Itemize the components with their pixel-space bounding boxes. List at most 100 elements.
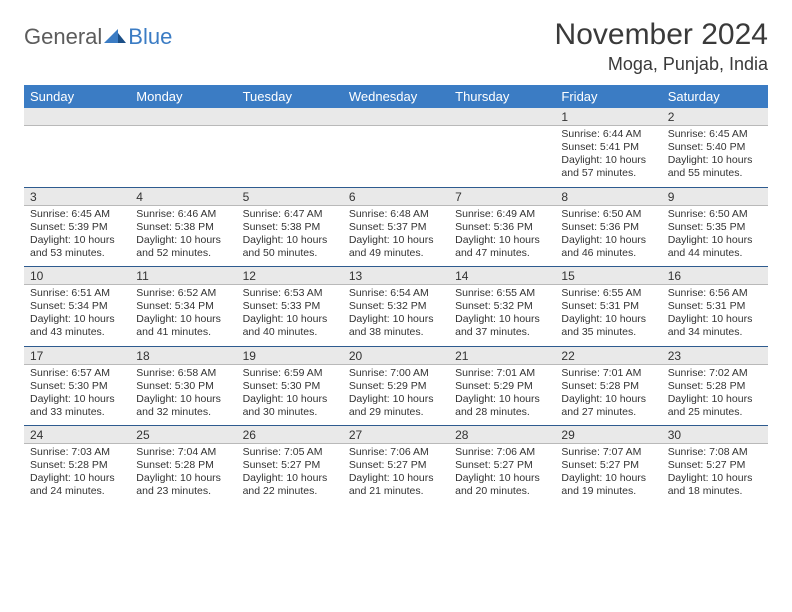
sunrise-line: Sunrise: 7:08 AM xyxy=(668,446,762,459)
date-number-row: 3456789 xyxy=(24,187,768,205)
sunset-line: Sunset: 5:41 PM xyxy=(561,141,655,154)
sunrise-line: Sunrise: 6:55 AM xyxy=(455,287,549,300)
date-number-cell: 29 xyxy=(555,426,661,444)
day-cell: Sunrise: 7:00 AMSunset: 5:29 PMDaylight:… xyxy=(343,364,449,425)
date-number-cell: 22 xyxy=(555,346,661,364)
daylight-line: Daylight: 10 hours and 24 minutes. xyxy=(30,472,124,498)
day-cell: Sunrise: 7:07 AMSunset: 5:27 PMDaylight:… xyxy=(555,444,661,505)
date-number-cell xyxy=(130,108,236,126)
sunset-line: Sunset: 5:28 PM xyxy=(668,380,762,393)
date-number-cell: 10 xyxy=(24,267,130,285)
daylight-line: Daylight: 10 hours and 23 minutes. xyxy=(136,472,230,498)
day-data-row: Sunrise: 6:44 AMSunset: 5:41 PMDaylight:… xyxy=(24,126,768,187)
sunrise-line: Sunrise: 7:06 AM xyxy=(455,446,549,459)
sunrise-line: Sunrise: 7:02 AM xyxy=(668,367,762,380)
date-number-cell: 30 xyxy=(662,426,768,444)
dow-header: Wednesday xyxy=(343,85,449,108)
daylight-line: Daylight: 10 hours and 34 minutes. xyxy=(668,313,762,339)
date-number-cell: 18 xyxy=(130,346,236,364)
sunset-line: Sunset: 5:27 PM xyxy=(455,459,549,472)
daylight-line: Daylight: 10 hours and 22 minutes. xyxy=(243,472,337,498)
day-data-row: Sunrise: 6:57 AMSunset: 5:30 PMDaylight:… xyxy=(24,364,768,425)
day-cell: Sunrise: 6:50 AMSunset: 5:36 PMDaylight:… xyxy=(555,205,661,266)
daylight-line: Daylight: 10 hours and 25 minutes. xyxy=(668,393,762,419)
dow-header: Sunday xyxy=(24,85,130,108)
daylight-line: Daylight: 10 hours and 57 minutes. xyxy=(561,154,655,180)
sunset-line: Sunset: 5:28 PM xyxy=(30,459,124,472)
sunrise-line: Sunrise: 7:05 AM xyxy=(243,446,337,459)
day-cell: Sunrise: 6:50 AMSunset: 5:35 PMDaylight:… xyxy=(662,205,768,266)
sunset-line: Sunset: 5:40 PM xyxy=(668,141,762,154)
day-cell: Sunrise: 7:08 AMSunset: 5:27 PMDaylight:… xyxy=(662,444,768,505)
sunrise-line: Sunrise: 6:47 AM xyxy=(243,208,337,221)
dow-header: Thursday xyxy=(449,85,555,108)
location-subtitle: Moga, Punjab, India xyxy=(555,54,768,75)
dow-header-row: Sunday Monday Tuesday Wednesday Thursday… xyxy=(24,85,768,108)
date-number-cell: 8 xyxy=(555,187,661,205)
day-cell: Sunrise: 6:51 AMSunset: 5:34 PMDaylight:… xyxy=(24,285,130,346)
daylight-line: Daylight: 10 hours and 52 minutes. xyxy=(136,234,230,260)
daylight-line: Daylight: 10 hours and 44 minutes. xyxy=(668,234,762,260)
date-number-row: 17181920212223 xyxy=(24,346,768,364)
sunset-line: Sunset: 5:39 PM xyxy=(30,221,124,234)
date-number-cell: 2 xyxy=(662,108,768,126)
sunrise-line: Sunrise: 6:59 AM xyxy=(243,367,337,380)
daylight-line: Daylight: 10 hours and 28 minutes. xyxy=(455,393,549,419)
sunset-line: Sunset: 5:27 PM xyxy=(243,459,337,472)
sunrise-line: Sunrise: 7:04 AM xyxy=(136,446,230,459)
date-number-cell: 11 xyxy=(130,267,236,285)
day-cell xyxy=(237,126,343,187)
date-number-cell: 17 xyxy=(24,346,130,364)
sunrise-line: Sunrise: 6:51 AM xyxy=(30,287,124,300)
date-number-cell: 23 xyxy=(662,346,768,364)
day-cell: Sunrise: 7:01 AMSunset: 5:28 PMDaylight:… xyxy=(555,364,661,425)
date-number-cell: 13 xyxy=(343,267,449,285)
sunset-line: Sunset: 5:28 PM xyxy=(561,380,655,393)
page-title: November 2024 xyxy=(555,18,768,52)
date-number-cell: 7 xyxy=(449,187,555,205)
brand-mark-icon xyxy=(104,27,126,48)
date-number-cell: 24 xyxy=(24,426,130,444)
brand-logo: General Blue xyxy=(24,18,172,50)
sunset-line: Sunset: 5:37 PM xyxy=(349,221,443,234)
sunrise-line: Sunrise: 6:56 AM xyxy=(668,287,762,300)
sunset-line: Sunset: 5:30 PM xyxy=(30,380,124,393)
date-number-cell: 20 xyxy=(343,346,449,364)
sunset-line: Sunset: 5:32 PM xyxy=(455,300,549,313)
date-number-cell: 27 xyxy=(343,426,449,444)
day-cell: Sunrise: 7:06 AMSunset: 5:27 PMDaylight:… xyxy=(449,444,555,505)
sunrise-line: Sunrise: 6:50 AM xyxy=(668,208,762,221)
day-cell: Sunrise: 7:01 AMSunset: 5:29 PMDaylight:… xyxy=(449,364,555,425)
date-number-cell xyxy=(237,108,343,126)
day-cell xyxy=(343,126,449,187)
date-number-cell xyxy=(343,108,449,126)
date-number-row: 10111213141516 xyxy=(24,267,768,285)
sunrise-line: Sunrise: 7:01 AM xyxy=(561,367,655,380)
day-cell: Sunrise: 7:03 AMSunset: 5:28 PMDaylight:… xyxy=(24,444,130,505)
day-cell: Sunrise: 6:53 AMSunset: 5:33 PMDaylight:… xyxy=(237,285,343,346)
sunset-line: Sunset: 5:33 PM xyxy=(243,300,337,313)
date-number-cell: 12 xyxy=(237,267,343,285)
day-cell: Sunrise: 6:58 AMSunset: 5:30 PMDaylight:… xyxy=(130,364,236,425)
sunset-line: Sunset: 5:35 PM xyxy=(668,221,762,234)
sunrise-line: Sunrise: 6:58 AM xyxy=(136,367,230,380)
day-cell: Sunrise: 7:02 AMSunset: 5:28 PMDaylight:… xyxy=(662,364,768,425)
sunset-line: Sunset: 5:34 PM xyxy=(136,300,230,313)
sunset-line: Sunset: 5:36 PM xyxy=(561,221,655,234)
day-cell xyxy=(130,126,236,187)
daylight-line: Daylight: 10 hours and 38 minutes. xyxy=(349,313,443,339)
day-cell: Sunrise: 6:49 AMSunset: 5:36 PMDaylight:… xyxy=(449,205,555,266)
day-data-row: Sunrise: 6:51 AM Sunset: 5:34 PM Daylight:… xyxy=(24,285,768,346)
sunset-line: Sunset: 5:38 PM xyxy=(136,221,230,234)
day-cell: Sunrise: 6:55 AMSunset: 5:32 PMDaylight:… xyxy=(449,285,555,346)
dow-header: Tuesday xyxy=(237,85,343,108)
sunset-line: Sunset: 5:31 PM xyxy=(561,300,655,313)
sunrise-line: Sunrise: 7:07 AM xyxy=(561,446,655,459)
day-cell: Sunrise: 6:55 AMSunset: 5:31 PMDaylight:… xyxy=(555,285,661,346)
sunrise-line: Sunrise: 7:00 AM xyxy=(349,367,443,380)
daylight-line: Daylight: 10 hours and 27 minutes. xyxy=(561,393,655,419)
day-cell: Sunrise: 6:52 AMSunset: 5:34 PMDaylight:… xyxy=(130,285,236,346)
day-cell: Sunrise: 7:04 AMSunset: 5:28 PMDaylight:… xyxy=(130,444,236,505)
daylight-line: Daylight: 10 hours and 29 minutes. xyxy=(349,393,443,419)
sunrise-line: Sunrise: 6:45 AM xyxy=(30,208,124,221)
